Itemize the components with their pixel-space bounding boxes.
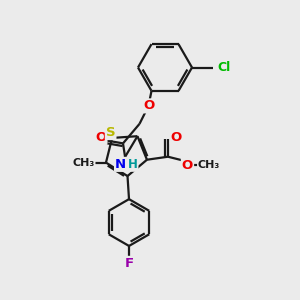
Text: N: N	[115, 158, 126, 171]
Text: H: H	[128, 158, 137, 171]
Text: F: F	[124, 257, 134, 270]
Text: O: O	[171, 131, 182, 144]
Text: CH₃: CH₃	[72, 158, 94, 168]
Text: S: S	[106, 126, 116, 139]
Text: CH₃: CH₃	[198, 160, 220, 170]
Text: O: O	[95, 131, 106, 144]
Text: O: O	[182, 159, 193, 172]
Text: Cl: Cl	[218, 61, 231, 74]
Text: O: O	[143, 99, 154, 112]
